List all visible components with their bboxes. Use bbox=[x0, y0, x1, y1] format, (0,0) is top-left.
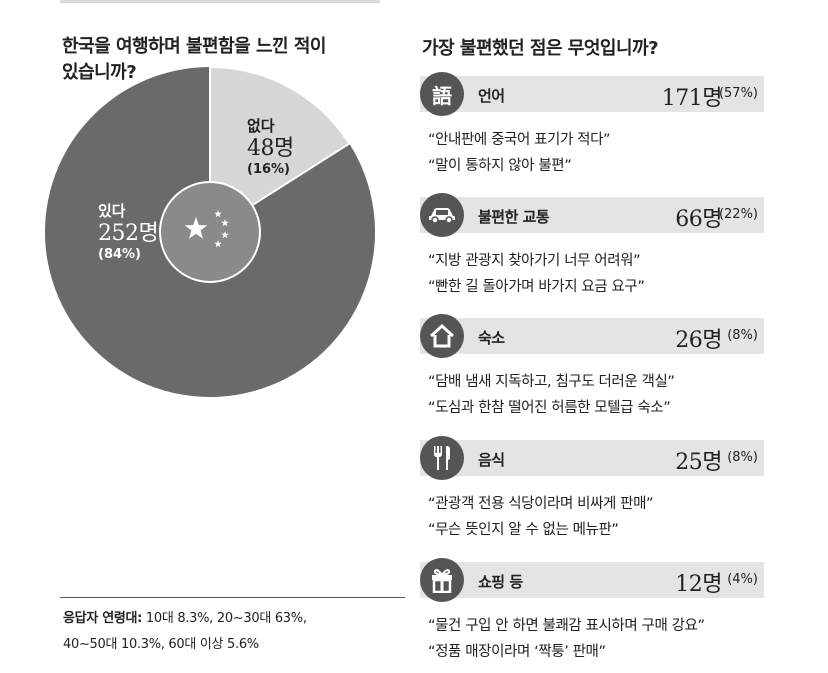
category-count: 26명 bbox=[675, 328, 722, 353]
category-name: 언어 bbox=[478, 87, 505, 105]
footnote-line2: 40~50대 10.3%, 60대 이상 5.6% bbox=[63, 637, 259, 652]
quote: “정품 매장이라며 ‘짝퉁’ 판매” bbox=[428, 644, 606, 660]
flag-star bbox=[221, 219, 229, 227]
quote: “도심과 한참 떨어진 허름한 모텔급 숙소” bbox=[428, 400, 671, 416]
category-bar: 음식 25명 (8%) bbox=[420, 436, 764, 480]
pie-label-no-name: 없다 bbox=[247, 117, 275, 135]
quote: “관광객 전용 식당이라며 비싸게 판매” bbox=[428, 496, 654, 512]
category-bar: 語 언어 171명 (57%) bbox=[420, 72, 764, 116]
pie-label-yes: 있다 252명 (84%) bbox=[98, 200, 159, 262]
language-icon-glyph: 語 bbox=[432, 83, 452, 108]
house-icon bbox=[420, 314, 464, 358]
china-flag-circle bbox=[159, 181, 261, 283]
pie-title-line1: 한국을 여행하며 불편함을 느낀 적이 bbox=[62, 36, 326, 57]
quote: “지방 관광지 찾아가기 너무 어려워” bbox=[428, 253, 641, 269]
pie-label-yes-name: 있다 bbox=[98, 202, 126, 220]
pie-label-no: 없다 48명 (16%) bbox=[247, 115, 294, 177]
pie-label-yes-percent: (84%) bbox=[98, 247, 141, 262]
inconvenience-title: 가장 불편했던 점은 무엇입니까? bbox=[422, 38, 659, 59]
category-lodging: 숙소 26명 (8%) “담배 냄새 지독하고, 침구도 더러운 객실” “도심… bbox=[420, 314, 764, 416]
flag-star bbox=[214, 210, 222, 218]
category-count: 171명 bbox=[661, 86, 723, 111]
quote: “안내판에 중국어 표기가 적다” bbox=[428, 132, 611, 148]
footnote-label: 응답자 연령대: bbox=[63, 611, 143, 626]
quote: “담배 냄새 지독하고, 침구도 더러운 객실” bbox=[428, 374, 675, 390]
category-bar: 불편한 교통 66명 (22%) bbox=[420, 193, 764, 237]
category-percent: (22%) bbox=[718, 207, 758, 222]
category-language: 語 언어 171명 (57%) “안내판에 중국어 표기가 적다” “말이 통하… bbox=[420, 72, 764, 174]
quote: “빤한 길 돌아가며 바가지 요금 요구” bbox=[428, 279, 645, 295]
quote: “말이 통하지 않아 불편” bbox=[428, 158, 572, 174]
category-name: 쇼핑 등 bbox=[478, 573, 523, 591]
pie-title-line2: 있습니까? bbox=[62, 62, 137, 83]
category-bar: 숙소 26명 (8%) bbox=[420, 314, 764, 358]
category-name: 불편한 교통 bbox=[478, 208, 550, 226]
pie-label-no-percent: (16%) bbox=[247, 162, 290, 177]
category-percent: (4%) bbox=[727, 572, 758, 587]
china-flag-stars-icon bbox=[184, 210, 229, 248]
gift-icon bbox=[420, 558, 464, 602]
category-name: 음식 bbox=[478, 451, 505, 469]
pie-label-yes-count: 252명 bbox=[98, 221, 159, 246]
flag-star bbox=[221, 231, 229, 239]
pie-question-title: 한국을 여행하며 불편함을 느낀 적이 있습니까? bbox=[62, 34, 382, 86]
top-rule bbox=[60, 0, 380, 3]
category-name: 숙소 bbox=[478, 329, 505, 347]
category-count: 25명 bbox=[675, 450, 722, 475]
car-icon bbox=[420, 193, 464, 237]
footnote-line1: 10대 8.3%, 20~30대 63%, bbox=[142, 611, 307, 626]
category-shopping: 쇼핑 등 12명 (4%) “물건 구입 안 하면 불쾌감 표시하며 구매 강요… bbox=[420, 558, 764, 660]
pie-slice-no bbox=[209, 65, 351, 234]
respondent-age-footnote: 응답자 연령대: 10대 8.3%, 20~30대 63%, 40~50대 10… bbox=[63, 606, 408, 658]
category-transport: 불편한 교통 66명 (22%) “지방 관광지 찾아가기 너무 어려워” “빤… bbox=[420, 193, 764, 295]
category-percent: (57%) bbox=[718, 86, 758, 101]
flag-star bbox=[214, 240, 222, 248]
category-count: 12명 bbox=[675, 572, 722, 597]
category-percent: (8%) bbox=[727, 328, 758, 343]
category-percent: (8%) bbox=[727, 450, 758, 465]
category-bar: 쇼핑 등 12명 (4%) bbox=[420, 558, 764, 602]
language-icon: 語 bbox=[420, 72, 464, 116]
fork-knife-icon bbox=[420, 436, 464, 480]
category-food: 음식 25명 (8%) “관광객 전용 식당이라며 비싸게 판매” “무슨 뜻인… bbox=[420, 436, 764, 538]
pie-label-no-count: 48명 bbox=[247, 136, 294, 161]
flag-star bbox=[184, 217, 208, 239]
quote: “물건 구입 안 하면 불쾌감 표시하며 구매 강요” bbox=[428, 618, 705, 634]
quote: “무슨 뜻인지 알 수 없는 메뉴판” bbox=[428, 522, 619, 538]
footnote-divider bbox=[60, 597, 405, 598]
category-count: 66명 bbox=[675, 207, 722, 232]
